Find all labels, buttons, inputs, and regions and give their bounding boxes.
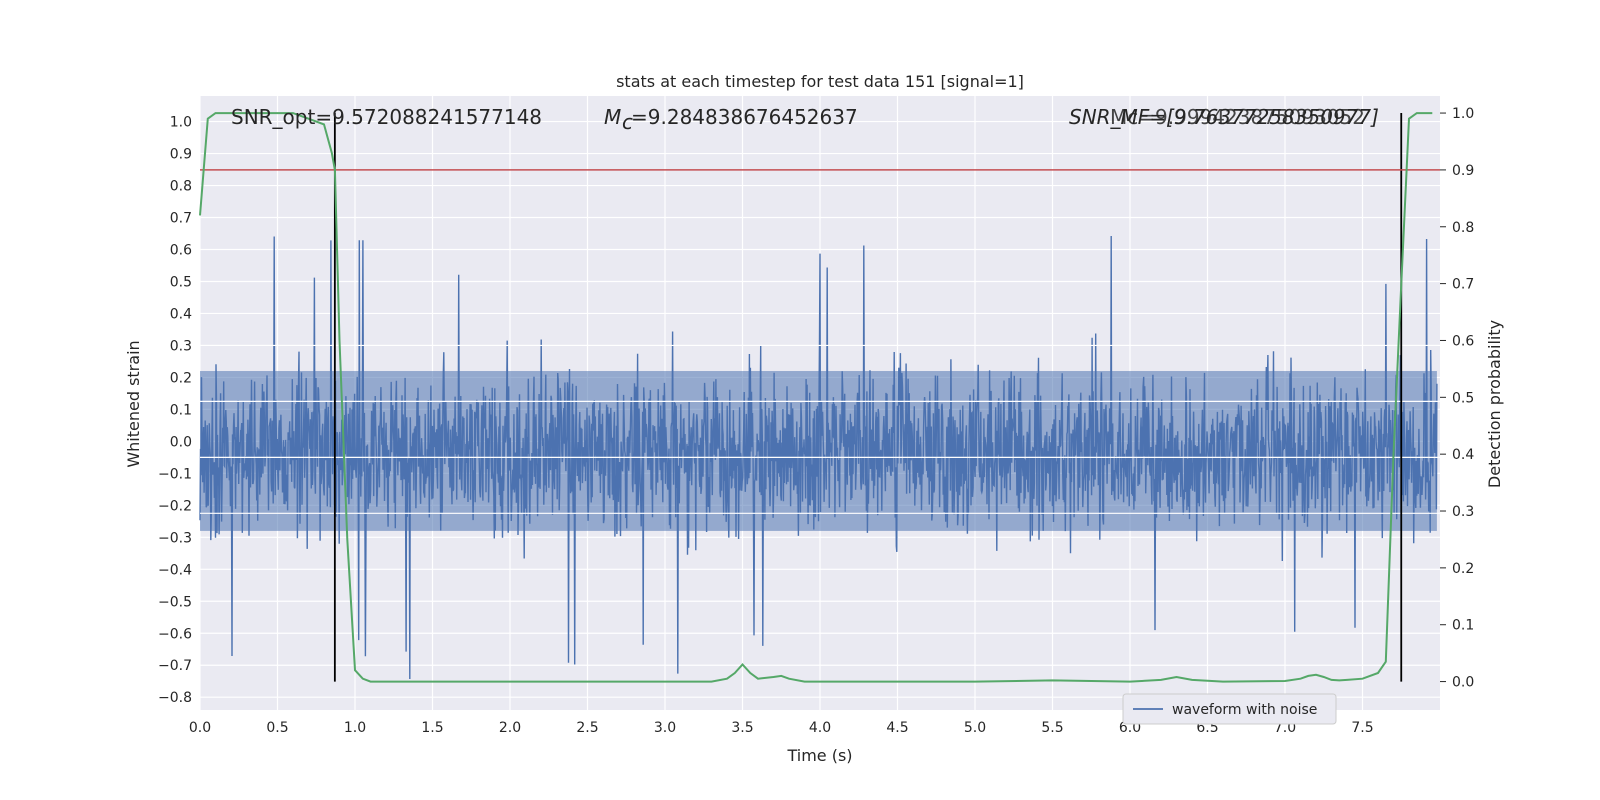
detection-probability-line (199, 112, 1433, 683)
chirp-mass-subscript: c (622, 110, 633, 134)
y-tick-label: 1.0 (170, 115, 192, 131)
right-y-tick-label: 0.2 (1452, 561, 1474, 577)
y-tick-label: −0.8 (158, 690, 192, 706)
x-tick-label: 4.0 (809, 720, 831, 736)
y-tick-label: 0.0 (170, 434, 192, 450)
legend-label-waveform: waveform with noise (1172, 702, 1317, 718)
x-axis-label: Time (s) (786, 746, 852, 765)
x-tick-label: 0.0 (189, 720, 211, 736)
y-tick-label: −0.2 (158, 498, 192, 514)
x-tick-label: 5.0 (964, 720, 986, 736)
x-tick-label: 2.5 (576, 720, 598, 736)
snr-mf-annotation: SNR_MF=[9.76377258350977] (1069, 105, 1379, 129)
x-tick-label: 3.5 (731, 720, 753, 736)
y-tick-label: 0.5 (170, 274, 192, 290)
right-y-tick-label: 0.8 (1452, 220, 1474, 236)
x-tick-label: 7.5 (1351, 720, 1373, 736)
y-tick-label: 0.7 (170, 211, 192, 227)
waveform-with-noise-series (199, 235, 1440, 680)
y-tick-label: −0.1 (158, 466, 192, 482)
right-y-tick-label: 0.3 (1452, 504, 1474, 520)
right-y-tick-label: 1.0 (1452, 106, 1474, 122)
legend: waveform with noise (1122, 693, 1337, 725)
snr-opt-annotation: SNR_opt=9.572088241577148 (231, 105, 542, 129)
detection-probability-series (199, 112, 1433, 683)
chirp-mass-symbol: M (604, 105, 621, 129)
right-y-tick-label: 0.9 (1452, 163, 1474, 179)
x-tick-label: 3.0 (654, 720, 676, 736)
right-y-tick-label: 0.5 (1452, 390, 1474, 406)
chirp-mass-annotation: M c =9.284838676452637 (604, 105, 858, 134)
marker-lines (333, 113, 1403, 682)
y-tick-label: 0.3 (170, 338, 192, 354)
right-y-axis-label: Detection probability (1485, 320, 1504, 488)
x-tick-label: 1.5 (421, 720, 443, 736)
x-tick-label: 2.0 (499, 720, 521, 736)
right-y-tick-label: 0.7 (1452, 277, 1474, 293)
legend-box (1122, 693, 1337, 725)
y-tick-label: 0.9 (170, 147, 192, 163)
x-tick-label: 0.5 (266, 720, 288, 736)
chirp-mass-value: =9.284838676452637 (631, 105, 858, 129)
y-tick-label: 0.6 (170, 243, 192, 259)
y-tick-label: 0.1 (170, 402, 192, 418)
x-tick-label: 1.0 (344, 720, 366, 736)
waveform-dense-band (200, 371, 1437, 531)
y-tick-label: −0.4 (158, 562, 192, 578)
mc-overlap-annotation: Mc=9.999423875093052 (1110, 105, 1365, 129)
y-tick-label: 0.2 (170, 370, 192, 386)
x-tick-label: 4.5 (886, 720, 908, 736)
y-tick-label: −0.3 (158, 530, 192, 546)
right-y-axis-ticks: 1.0 0.9 0.8 0.7 0.6 0.5 0.4 0.3 0.2 0.1 0.0 (1440, 106, 1474, 691)
right-y-tick-label: 0.1 (1452, 618, 1474, 634)
right-y-tick-label: 0.0 (1452, 675, 1474, 691)
y-axis-label: Whitened strain (124, 340, 143, 467)
x-tick-label: 5.5 (1041, 720, 1063, 736)
y-tick-label: −0.7 (158, 658, 192, 674)
y-tick-label: 0.4 (170, 306, 192, 322)
right-y-tick-label: 0.6 (1452, 333, 1474, 349)
y-tick-label: 0.8 (170, 179, 192, 195)
chart-title: stats at each timestep for test data 151… (616, 72, 1024, 91)
right-y-tick-label: 0.4 (1452, 447, 1474, 463)
y-tick-label: −0.6 (158, 626, 192, 642)
y-tick-label: −0.5 (158, 594, 192, 610)
y-axis-ticks: 1.0 0.9 0.8 0.7 0.6 0.5 0.4 0.3 0.2 0.1 0.0 −0.1 −0.… (158, 115, 192, 707)
